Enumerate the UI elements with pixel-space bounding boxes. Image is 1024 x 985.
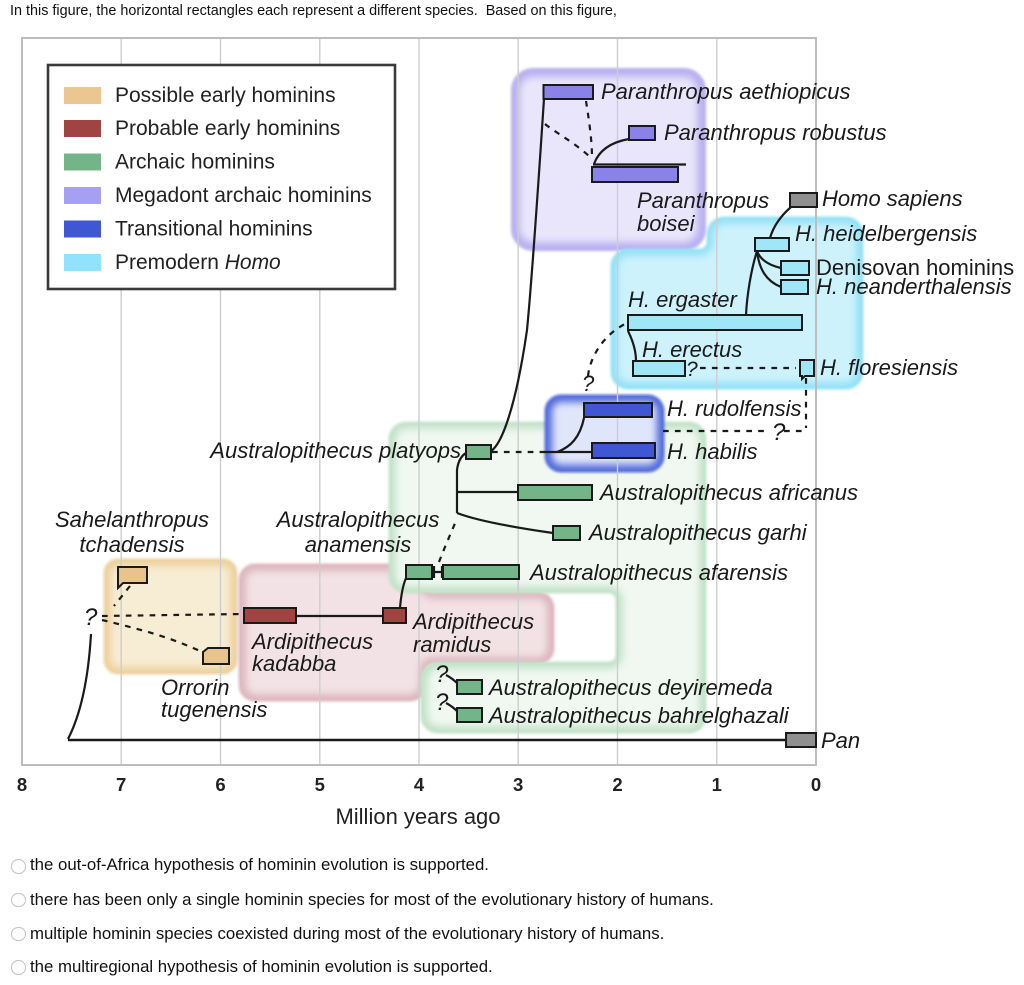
svg-text:?: ? <box>772 419 786 446</box>
svg-text:H. erectus: H. erectus <box>642 337 742 362</box>
svg-text:6: 6 <box>215 774 225 795</box>
svg-text:5: 5 <box>315 774 325 795</box>
svg-text:Megadont archaic hominins: Megadont archaic hominins <box>115 184 372 207</box>
svg-text:Australopithecus platyops: Australopithecus platyops <box>208 438 461 463</box>
svg-text:?: ? <box>435 661 449 688</box>
svg-text:?: ? <box>582 371 595 396</box>
svg-text:4: 4 <box>414 774 425 795</box>
svg-text:Ardipithecus: Ardipithecus <box>250 629 373 654</box>
svg-text:Million years ago: Million years ago <box>335 804 500 829</box>
svg-text:Australopithecus afarensis: Australopithecus afarensis <box>528 560 788 585</box>
svg-text:boisei: boisei <box>637 211 696 236</box>
svg-text:Australopithecus africanus: Australopithecus africanus <box>598 480 858 505</box>
svg-text:Sahelanthropus: Sahelanthropus <box>55 507 209 532</box>
svg-text:kadabba: kadabba <box>252 651 336 676</box>
svg-text:Paranthropus: Paranthropus <box>637 188 769 213</box>
svg-text:3: 3 <box>513 774 523 795</box>
svg-text:H. habilis: H. habilis <box>667 439 757 464</box>
svg-text:Transitional hominins: Transitional hominins <box>115 218 313 241</box>
svg-text:Archaic hominins: Archaic hominins <box>115 151 275 174</box>
svg-text:Probable early hominins: Probable early hominins <box>115 117 340 140</box>
svg-text:Australopithecus deyiremeda: Australopithecus deyiremeda <box>487 675 773 700</box>
svg-text:Possible early hominins: Possible early hominins <box>115 84 336 107</box>
svg-text:H. rudolfensis: H. rudolfensis <box>667 396 802 421</box>
svg-text:0: 0 <box>811 774 821 795</box>
svg-text:Denisovan hominins: Denisovan hominins <box>816 255 1014 280</box>
svg-text:Australopithecus: Australopithecus <box>275 507 440 532</box>
svg-text:Australopithecus garhi: Australopithecus garhi <box>587 520 808 545</box>
svg-text:?: ? <box>686 358 698 381</box>
svg-text:?: ? <box>435 689 449 716</box>
svg-text:8: 8 <box>17 774 27 795</box>
svg-text:Orrorin: Orrorin <box>161 675 229 700</box>
svg-text:Ardipithecus: Ardipithecus <box>411 609 534 634</box>
svg-text:tchadensis: tchadensis <box>79 532 184 557</box>
svg-text:H. floresiensis: H. floresiensis <box>820 355 958 380</box>
svg-text:H. ergaster: H. ergaster <box>628 287 738 312</box>
svg-text:ramidus: ramidus <box>413 632 491 657</box>
svg-text:2: 2 <box>612 774 622 795</box>
svg-text:Premodern Homo: Premodern Homo <box>115 251 281 274</box>
svg-text:H. neanderthalensis: H. neanderthalensis <box>816 274 1012 299</box>
svg-text:7: 7 <box>116 774 126 795</box>
svg-text:H. heidelbergensis: H. heidelbergensis <box>795 221 977 246</box>
svg-text:?: ? <box>84 604 98 631</box>
svg-text:Homo sapiens: Homo sapiens <box>822 186 963 211</box>
svg-text:Paranthropus aethiopicus: Paranthropus aethiopicus <box>601 79 851 104</box>
svg-text:1: 1 <box>712 774 722 795</box>
svg-text:anamensis: anamensis <box>305 532 411 557</box>
svg-text:Pan: Pan <box>821 728 860 753</box>
svg-text:Paranthropus robustus: Paranthropus robustus <box>664 120 887 145</box>
svg-text:tugenensis: tugenensis <box>161 697 267 722</box>
svg-text:Australopithecus bahrelghazali: Australopithecus bahrelghazali <box>487 703 790 728</box>
